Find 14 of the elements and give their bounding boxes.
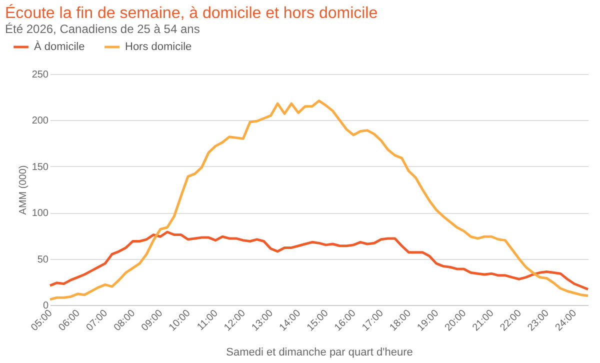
chart-title: Écoute la fin de semaine, à domicile et hors domicile (5, 4, 378, 22)
line-series (48, 100, 590, 301)
y-axis-title: AMM (000) (18, 165, 29, 215)
legend-label: À domicile (34, 40, 85, 53)
y-tick-label: 200 (32, 116, 49, 127)
legend-label: Hors domicile (125, 41, 192, 53)
y-tick-label: 150 (32, 162, 49, 173)
y-tick-label: 250 (32, 70, 49, 80)
y-tick-label: 100 (32, 208, 49, 220)
chart-subtitle: Été 2026, Canadiens de 25 à 54 ans (5, 22, 200, 36)
line-series (48, 230, 590, 291)
y-tick-label: 0 (42, 300, 49, 312)
y-tick-label: 50 (37, 254, 49, 266)
x-axis-title: Samedi et dimanche par quart d'heure (226, 346, 413, 359)
